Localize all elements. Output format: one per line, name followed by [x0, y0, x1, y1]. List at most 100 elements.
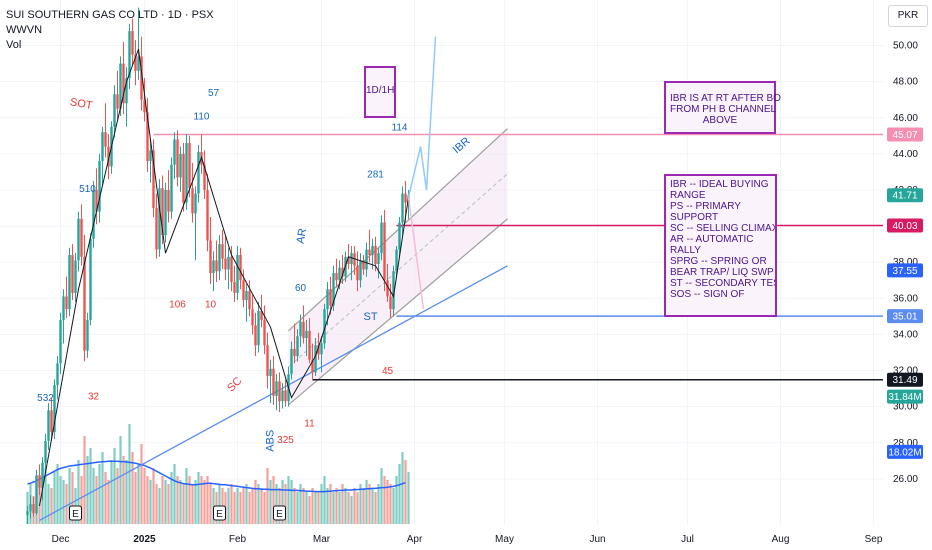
candle-body	[359, 260, 362, 281]
volume-pane	[26, 424, 410, 524]
candle-body	[92, 189, 95, 239]
volume-bar	[161, 476, 164, 524]
candle-body	[107, 146, 110, 167]
price-badge-bg	[887, 309, 923, 324]
volume-bar	[254, 480, 257, 524]
candle-body	[149, 150, 152, 162]
volume-bar	[332, 492, 335, 524]
annotation-label: ABS	[265, 430, 277, 452]
y-tick-label: 28.00	[893, 438, 918, 449]
volume-bar	[320, 484, 323, 524]
volume-bar	[227, 488, 230, 524]
annotations: 532 32 510 110 57 106 10 60 281 114 45 11 325 SOT SC AR…	[37, 88, 473, 521]
candle-body	[146, 112, 149, 162]
wave-volume-label: 57	[208, 88, 220, 99]
timeframe-note[interactable]: 1D/1H	[364, 66, 396, 118]
candle-body	[332, 273, 335, 306]
volume-bar	[98, 464, 101, 524]
volume-bar	[116, 468, 119, 524]
volume-bar	[236, 488, 239, 524]
volume-bar	[50, 488, 53, 524]
candle-body	[380, 222, 383, 254]
time-axis-bg	[0, 527, 932, 550]
volume-bar	[128, 424, 131, 524]
volume-bar	[293, 488, 296, 524]
price-badge: 41.71	[887, 188, 923, 203]
volume-bar	[137, 464, 140, 524]
candle-body	[191, 188, 194, 214]
volume-bar	[80, 476, 83, 524]
annotation-label: AR	[295, 227, 309, 244]
earnings-marker-box	[273, 505, 286, 521]
earnings-marker-label: E	[216, 509, 223, 520]
volume-bar	[143, 468, 146, 524]
price-badge: 31.84M	[887, 389, 923, 404]
volume-bar	[218, 484, 221, 524]
earnings-marker-box	[69, 505, 82, 521]
candle-body	[56, 363, 59, 385]
candle-body	[329, 289, 332, 306]
candle-body	[242, 280, 245, 301]
symbol-title[interactable]: SUI SOUTHERN GAS CO LTD · 1D · PSX	[6, 9, 214, 21]
earnings-marker: E	[273, 505, 286, 521]
volume-bar	[155, 484, 158, 524]
candle-body	[323, 309, 326, 344]
legend-note[interactable]: IBR -- IDEAL BUYING RANGE PS -- PRIMARY …	[664, 174, 777, 317]
candle-body	[377, 253, 380, 264]
candle-body	[248, 291, 251, 310]
wave-volume-label: 532	[37, 393, 54, 404]
volume-bar	[182, 484, 185, 524]
price-badge: 18.02M	[887, 444, 923, 459]
price-axis[interactable]: 26.0028.0030.0032.0034.0036.0038.0040.00…	[883, 0, 932, 550]
volume-bar	[140, 444, 143, 524]
note-line: ST -- SECONDARY TEST	[670, 278, 777, 289]
volume-bar	[212, 488, 215, 524]
volume-bar	[383, 476, 386, 524]
volume-bar	[266, 468, 269, 524]
candle-body	[224, 258, 227, 270]
projection-up-line	[407, 36, 437, 198]
candle-body	[236, 254, 239, 293]
candle-body	[272, 368, 275, 396]
time-axis[interactable]: Dec 2025 Feb Mar Apr May Jun Jul Aug Sep	[0, 527, 932, 550]
volume-bar	[290, 480, 293, 524]
candle-body	[341, 267, 344, 277]
volume-bar	[323, 476, 326, 524]
candle-body	[101, 132, 104, 162]
volume-bar	[104, 472, 107, 524]
volume-bar	[194, 480, 197, 524]
volume-label[interactable]: Vol	[6, 39, 22, 51]
volume-bar	[131, 452, 134, 524]
volume-bar	[287, 476, 290, 524]
y-tick-label: 36.00	[893, 293, 918, 304]
volume-bar	[314, 492, 317, 524]
candle-body	[281, 390, 284, 402]
price-badge-label: 31.49	[892, 375, 917, 386]
x-tick-label: Apr	[407, 534, 423, 545]
wave-volume-label: 106	[169, 299, 186, 310]
channel-upper-line	[288, 128, 508, 332]
volume-bar	[350, 496, 353, 524]
volume-bar	[170, 472, 173, 524]
earnings-marker-label: E	[276, 509, 283, 520]
ibr-note[interactable]: IBR IS AT RT AFTER BO FROM PH B CHANNEL …	[664, 81, 781, 134]
candle-body	[368, 249, 371, 255]
note-line: SUPPORT	[670, 212, 719, 223]
candle-body	[221, 244, 224, 259]
volume-bar	[83, 436, 86, 524]
candle-body	[86, 319, 89, 351]
volume-bar	[344, 488, 347, 524]
candle-body	[32, 504, 35, 514]
x-tick-label: Mar	[313, 534, 331, 545]
candle-body	[170, 164, 173, 212]
volume-bar	[167, 484, 170, 524]
volume-bar	[251, 488, 254, 524]
currency-button[interactable]: PKR	[888, 5, 928, 27]
indicator-label[interactable]: WWVN	[6, 24, 43, 36]
candle-body	[182, 153, 185, 203]
x-tick-label: Dec	[52, 534, 70, 545]
price-badge: 35.01	[887, 309, 923, 324]
volume-bar	[242, 488, 245, 524]
volume-bar	[302, 488, 305, 524]
